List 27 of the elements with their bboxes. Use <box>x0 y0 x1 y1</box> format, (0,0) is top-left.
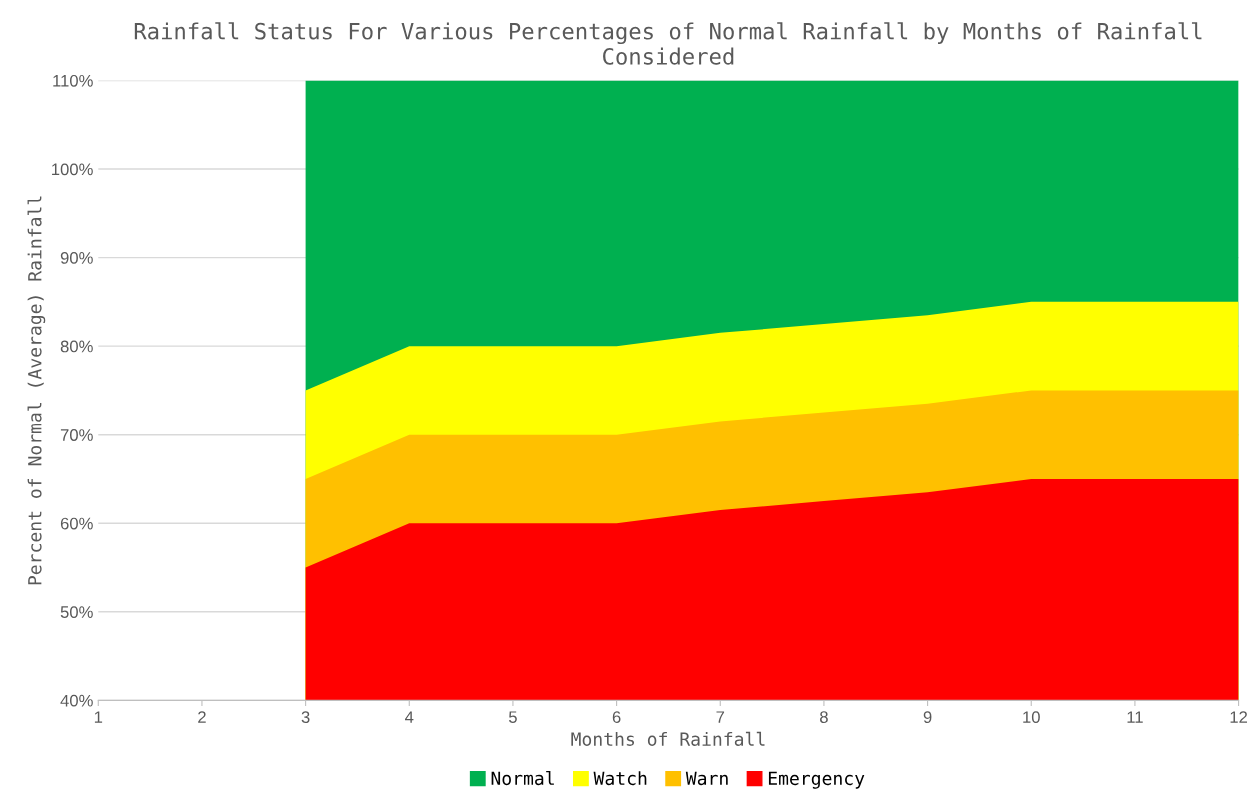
x-tick-label: 8 <box>820 711 828 724</box>
y-tick-label: 60% <box>60 517 93 530</box>
y-tick-label: 100% <box>52 163 93 176</box>
x-tick-label: 2 <box>198 711 206 723</box>
x-tick-label: 5 <box>508 711 517 724</box>
legend-label: Watch <box>593 771 647 786</box>
x-tick-label: 12 <box>1230 711 1248 723</box>
x-tick-label: 3 <box>301 711 310 724</box>
y-tick-label: 90% <box>60 252 93 264</box>
y-tick-label: 40% <box>60 694 93 707</box>
y-axis-title: Percent of Normal (Average) Rainfall <box>27 196 46 585</box>
x-axis-title: Months of Rainfall <box>571 731 765 746</box>
x-tick-label: 10 <box>1023 711 1040 724</box>
y-tick-label: 110% <box>53 74 93 87</box>
x-tick-label: 4 <box>405 711 414 723</box>
legend-label: Normal <box>491 771 554 786</box>
x-tick-label: 1 <box>94 711 103 723</box>
x-tick-label: 11 <box>1127 711 1143 723</box>
legend-label: Emergency <box>768 771 865 789</box>
y-tick-label: 70% <box>60 429 93 441</box>
x-tick-label: 7 <box>716 711 725 723</box>
y-tick-label: 80% <box>60 340 93 353</box>
chart-title: Rainfall Status For Various Percentages of Normal Rainfall by Months of Rainfall Considered <box>134 22 1202 65</box>
legend-label: Warn <box>685 771 728 786</box>
x-tick-label: 6 <box>612 711 621 724</box>
x-tick-label: 9 <box>923 711 932 724</box>
y-tick-label: 50% <box>60 606 93 618</box>
